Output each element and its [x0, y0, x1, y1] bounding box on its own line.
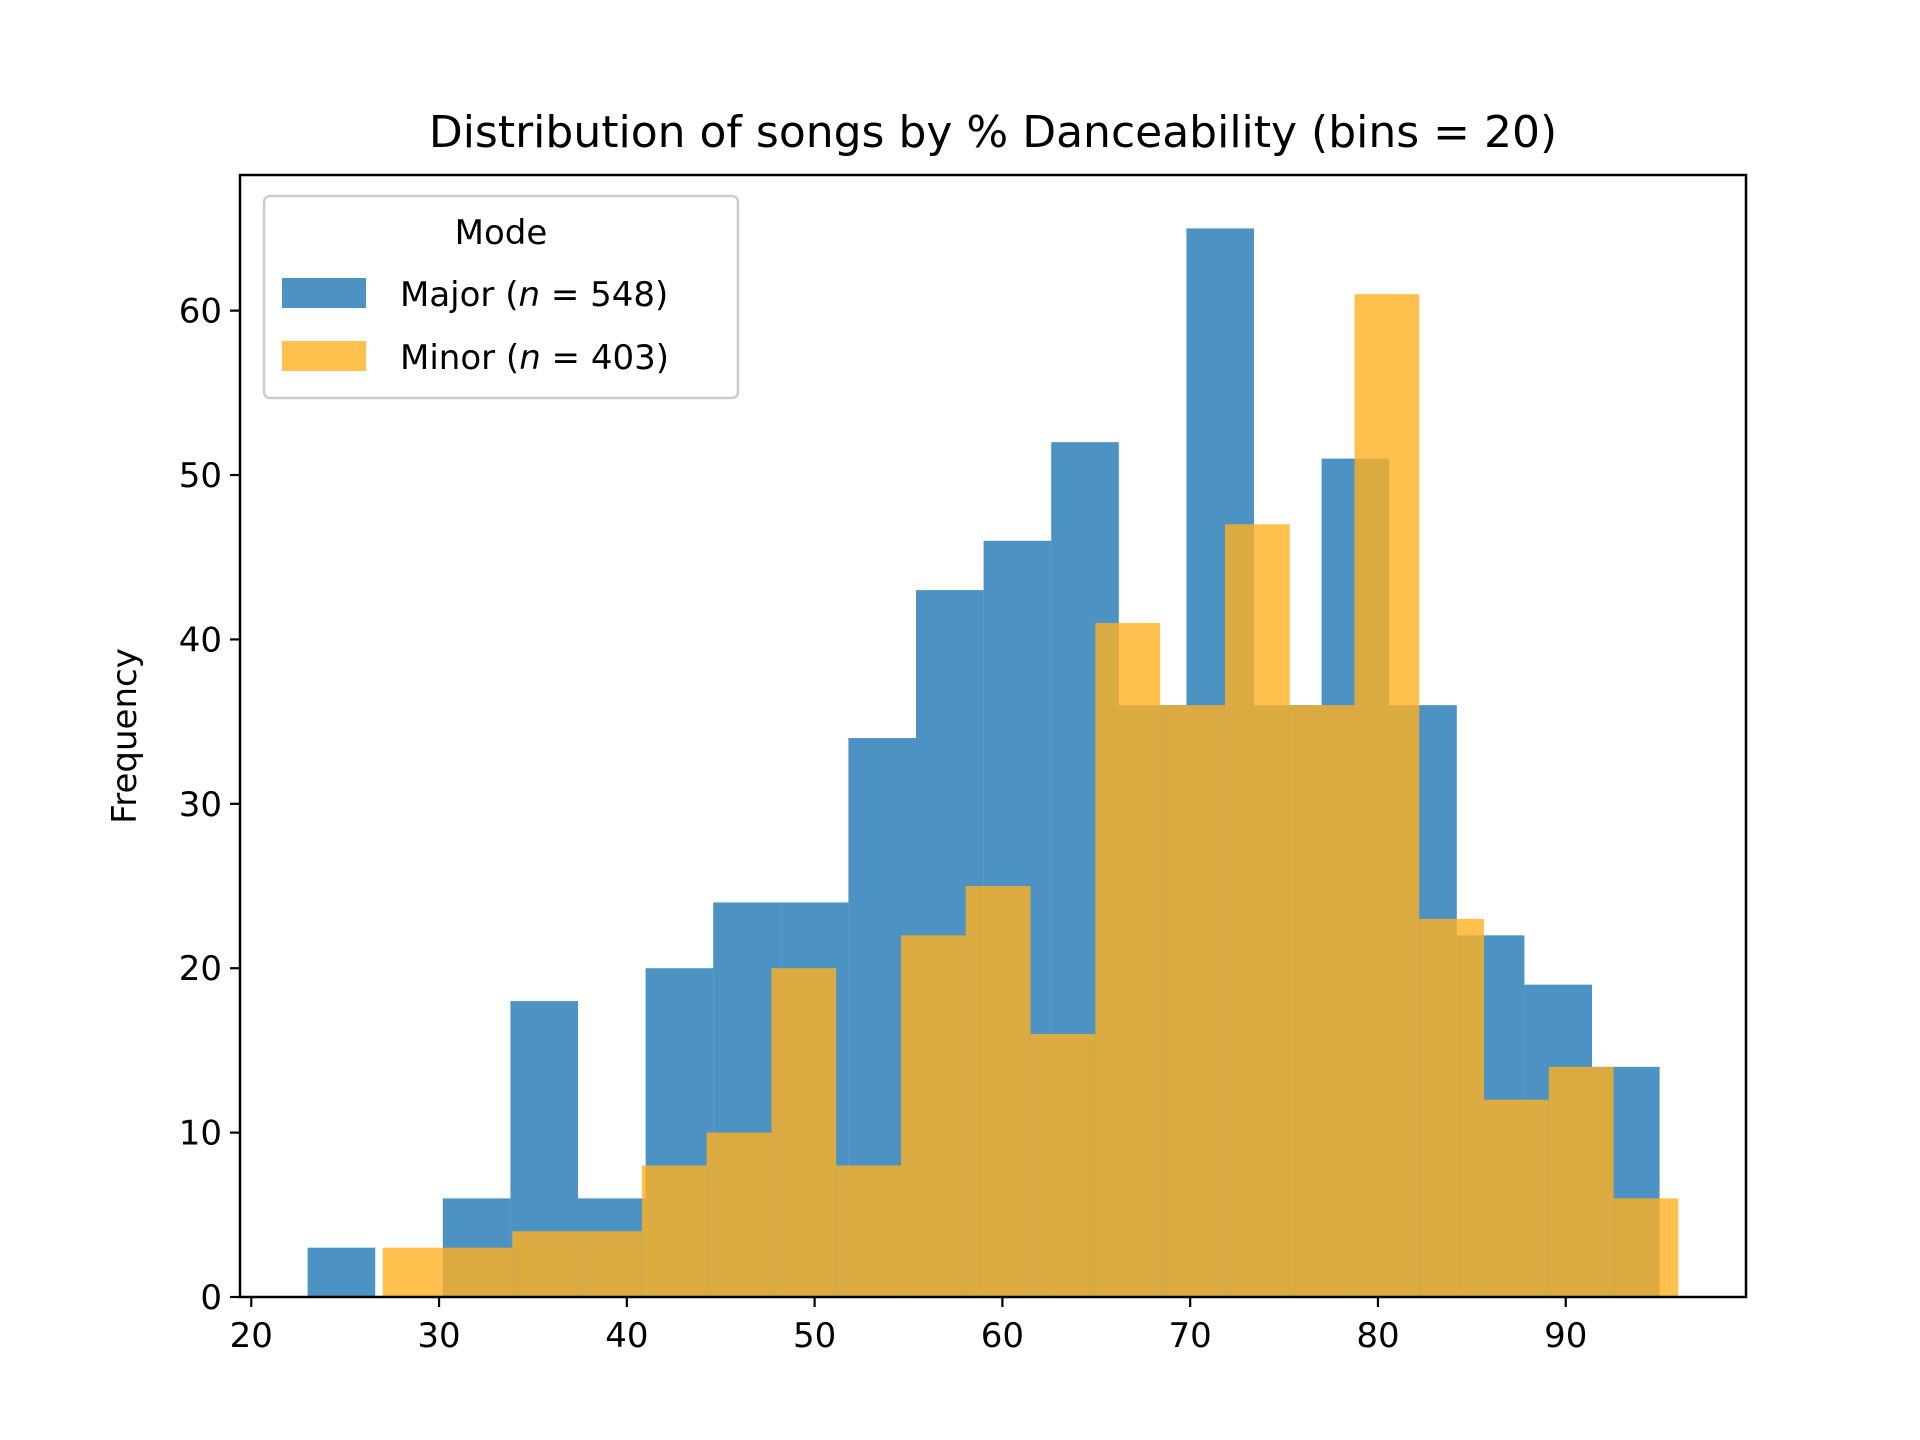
legend-box	[262, 194, 740, 400]
bar-minor-8	[900, 935, 966, 1297]
legend-swatch-minor	[282, 341, 366, 371]
y-tick-label: 60	[179, 292, 222, 332]
bar-minor-7	[836, 1165, 901, 1297]
y-tick-label: 50	[179, 456, 222, 496]
x-tick-label: 30	[417, 1316, 460, 1356]
bar-minor-12	[1160, 705, 1225, 1297]
bar-minor-3	[577, 1231, 642, 1297]
bars-layer	[307, 228, 1679, 1298]
bar-minor-9	[965, 886, 1031, 1297]
bar-minor-19	[1613, 1198, 1679, 1297]
x-tick-label: 40	[605, 1316, 648, 1356]
chart-title: Distribution of songs by % Danceability …	[429, 107, 1557, 158]
bar-major-0	[307, 1247, 376, 1297]
y-tick-label: 0	[200, 1278, 222, 1318]
plot-frame	[238, 173, 1748, 1299]
y-axis: 0 10 20 30 40 50 60	[179, 292, 240, 1318]
y-tick-label: 30	[179, 785, 222, 825]
bar-minor-10	[1030, 1033, 1096, 1297]
x-tick-label: 20	[230, 1316, 273, 1356]
x-tick-label: 50	[793, 1316, 836, 1356]
x-tick-label: 60	[981, 1316, 1024, 1356]
x-tick-label: 70	[1169, 1316, 1212, 1356]
y-tick-label: 20	[179, 949, 222, 989]
legend: Mode Major (n = 548) Minor (n = 403)	[262, 194, 740, 400]
bar-minor-17	[1484, 1099, 1549, 1297]
x-tick-label: 80	[1356, 1316, 1399, 1356]
bar-minor-4	[641, 1165, 707, 1297]
bar-minor-2	[512, 1231, 578, 1297]
bar-minor-15	[1354, 294, 1420, 1298]
legend-label-major: Major (n = 548)	[400, 275, 668, 315]
legend-label-minor: Minor (n = 403)	[400, 338, 669, 378]
bar-minor-13	[1224, 524, 1290, 1297]
bar-minor-11	[1095, 622, 1161, 1297]
bar-minor-16	[1419, 918, 1485, 1297]
legend-swatch-major	[282, 278, 366, 308]
y-tick-label: 10	[179, 1114, 222, 1154]
x-tick-label: 90	[1544, 1316, 1587, 1356]
bar-minor-18	[1548, 1066, 1614, 1297]
bar-minor-14	[1289, 705, 1355, 1297]
bar-minor-1	[447, 1247, 513, 1297]
y-tick-label: 40	[179, 620, 222, 660]
bar-minor-6	[771, 968, 837, 1297]
bar-minor-5	[706, 1132, 772, 1297]
legend-title: Mode	[455, 213, 548, 253]
x-axis: 20 30 40 50 60 70 80 90	[230, 1297, 1587, 1356]
bar-minor-0	[382, 1247, 448, 1297]
y-axis-label: Frequency	[105, 648, 145, 824]
